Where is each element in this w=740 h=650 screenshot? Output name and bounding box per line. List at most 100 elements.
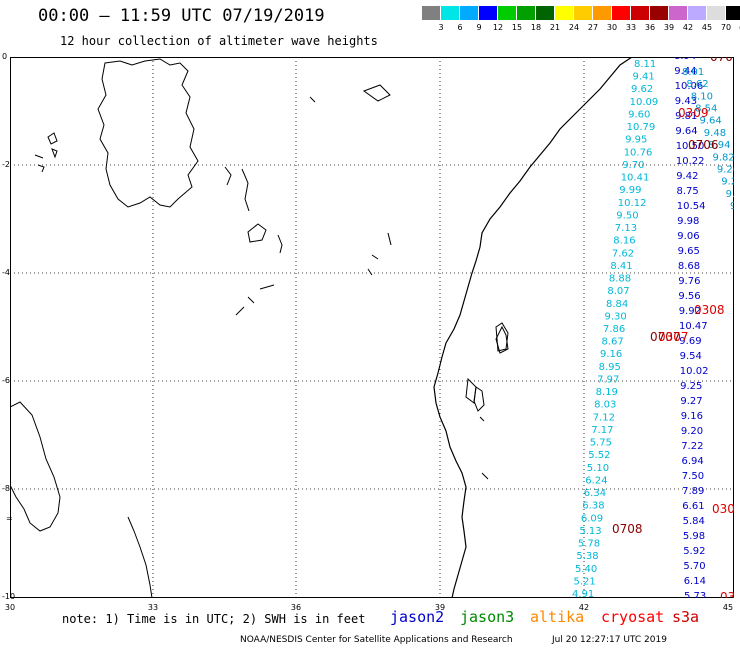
swh-value-label: 8.01 — [682, 67, 704, 78]
swh-value-label: 9.65 — [678, 246, 700, 257]
legend-swatch — [726, 6, 740, 20]
swh-value-label: 9.43 — [675, 96, 697, 107]
swh-value-label: 10.22 — [676, 156, 705, 167]
swh-value-label: 8.94 — [674, 57, 696, 62]
swh-value-label: 9.60 — [628, 110, 650, 121]
swh-value-label: 9.26 — [717, 165, 734, 176]
swh-value-label: 9.42 — [676, 171, 698, 182]
swh-value-label: 9.64 — [700, 116, 722, 127]
legend-tick-label: 42 — [682, 23, 694, 32]
legend-tick-label: 33 — [625, 23, 637, 32]
swh-value-label: 5.98 — [683, 531, 705, 542]
swh-value-label: 8.75 — [677, 186, 699, 197]
credit-line: NOAA/NESDIS Center for Satellite Applica… — [240, 635, 513, 645]
swh-value-label: 8.16 — [613, 236, 635, 247]
swh-value-label: 5.38 — [576, 551, 598, 562]
swh-value-label: 9.98 — [677, 216, 699, 227]
legend-tick-label: 6 — [457, 23, 463, 32]
legend-swatch — [631, 6, 650, 20]
legend-tick-label: (ft) — [739, 23, 740, 32]
swh-value-label: 10.41 — [621, 173, 650, 184]
swh-value-label: 7.12 — [593, 412, 615, 423]
lat-label: = — [6, 514, 13, 523]
legend-tick-label: 27 — [587, 23, 599, 32]
legend-swatch — [669, 6, 688, 20]
pass-time-label: 0308 — [694, 303, 725, 317]
lon-label: 33 — [147, 603, 159, 612]
legend-tick-label: 12 — [492, 23, 504, 32]
swh-value-label: 5.78 — [578, 539, 600, 550]
lon-label: 36 — [290, 603, 302, 612]
legend-tick-label: 3 — [438, 23, 444, 32]
lat-label: -2 — [2, 160, 10, 169]
note-text: note: 1) Time is in UTC; 2) SWH is in fe… — [62, 612, 366, 626]
swh-value-label: 8.19 — [596, 387, 618, 398]
swh-value-label: 7.17 — [591, 425, 613, 436]
swh-value-label: 10.02 — [680, 366, 709, 377]
swh-value-label: 10.09 — [630, 97, 659, 108]
legend-swatch — [707, 6, 726, 20]
legend-swatch — [517, 6, 536, 20]
lon-label: 30 — [4, 603, 16, 612]
swh-value-label: 6.38 — [582, 501, 604, 512]
swh-value-label: 7.89 — [682, 486, 704, 497]
lake-victoria-coastline — [97, 58, 199, 208]
swh-value-label: 5.10 — [587, 463, 609, 474]
swh-value-label: 9.92 — [679, 306, 701, 317]
swh-value-label: 9.41 — [633, 72, 655, 83]
graticule — [10, 57, 734, 598]
swh-value-label: 9.25 — [680, 381, 702, 392]
pass-time-label: 0708 — [612, 522, 643, 536]
swh-value-label: 5.13 — [579, 526, 601, 537]
swh-value-label: 10.76 — [624, 147, 653, 158]
swh-value-label: 6.24 — [585, 475, 607, 486]
map-subtitle: 12 hour collection of altimeter wave hei… — [60, 34, 378, 48]
swh-value-label: 5.70 — [683, 561, 705, 572]
swh-value-label: 7.62 — [612, 248, 634, 259]
swh-value-label: 10.47 — [679, 321, 708, 332]
swh-value-label: 5.92 — [683, 546, 705, 557]
legend-tick-label: 24 — [568, 23, 580, 32]
mission-label-jason2: jason2 — [390, 608, 445, 626]
swh-value-label: 9.0 — [726, 189, 734, 200]
legend-tick-label: 30 — [606, 23, 618, 32]
swh-value-label: 8.10 — [691, 91, 713, 102]
swh-value-label: 9.30 — [605, 311, 627, 322]
swh-value-label: 7.22 — [681, 441, 703, 452]
swh-value-label: 9.2 — [721, 177, 734, 188]
map-title: 00:00 – 11:59 UTC 07/19/2019 — [38, 6, 325, 26]
swh-value-label: 6.14 — [684, 576, 706, 587]
mission-label-jason3: jason3 — [460, 608, 515, 626]
mafia-island — [473, 386, 485, 412]
swh-value-label: 9.99 — [619, 185, 641, 196]
legend-swatch — [574, 6, 593, 20]
swh-value-label: 10.54 — [677, 201, 706, 212]
swh-value-label: 9.48 — [704, 128, 726, 139]
legend-swatch — [460, 6, 479, 20]
legend-tick-label: 21 — [549, 23, 561, 32]
swh-value-label: 10.50 — [676, 141, 705, 152]
lake-tanganyika-coastline — [10, 401, 61, 532]
mission-label-cryosat: cryosat — [601, 608, 665, 626]
swh-value-label: 7.13 — [615, 223, 637, 234]
swh-value-label: 5.75 — [590, 438, 612, 449]
swh-value-label: 9.27 — [680, 396, 702, 407]
pass-time-label: 030 — [712, 502, 734, 516]
legend-swatch — [441, 6, 460, 20]
lat-label: -4 — [2, 268, 10, 277]
legend-swatch — [612, 6, 631, 20]
swh-value-label: 8.88 — [609, 274, 631, 285]
swh-value-label: 9.54 — [680, 351, 702, 362]
swh-value-label: 9.64 — [675, 126, 697, 137]
lat-label: -8 — [2, 484, 10, 493]
swh-value-label: 9.69 — [679, 336, 701, 347]
swh-value-label: 7.50 — [682, 471, 704, 482]
swh-value-label: 9.82 — [713, 152, 735, 163]
swh-value-label: 9.95 — [625, 135, 647, 146]
swh-value-label: 9.81 — [675, 111, 697, 122]
swh-value-label: 8.07 — [607, 286, 629, 297]
pass-time-label: 0705 — [710, 57, 734, 64]
swh-value-label: 8.84 — [606, 299, 628, 310]
swh-value-label: 8.03 — [594, 400, 616, 411]
east-africa-coastline — [433, 57, 633, 598]
